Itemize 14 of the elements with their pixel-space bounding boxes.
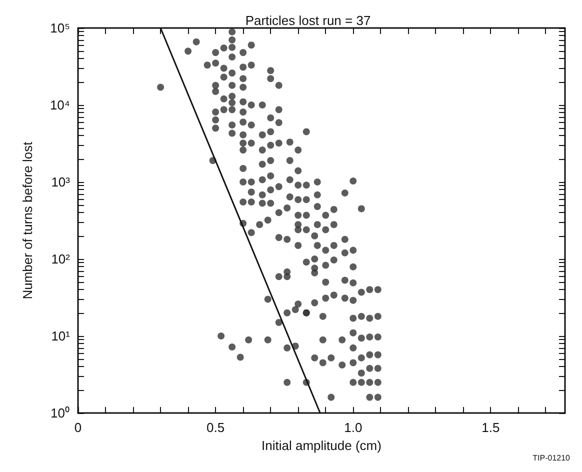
chart-title: Particles lost run = 37 <box>245 13 371 28</box>
y-tick-label: 10¹ <box>51 328 71 344</box>
y-tick-label: 10⁰ <box>50 406 70 420</box>
x-tick-label: 0.5 <box>206 420 225 435</box>
y-tick-label: 10² <box>51 252 71 266</box>
y-tick-label: 10⁵ <box>50 20 70 36</box>
x-axis-title: Initial amplitude (cm) <box>262 438 382 453</box>
y-tick-label: 10⁴ <box>50 98 70 112</box>
x-tick-label: 1.0 <box>344 420 362 435</box>
text: TIP-01210 <box>532 454 571 462</box>
y-tick-label: 10³ <box>51 174 71 190</box>
x-tick-label: 1.5 <box>482 420 500 435</box>
x-tick-label: 0 <box>74 420 82 435</box>
y-axis-title: Number of turns before lost <box>20 141 35 300</box>
